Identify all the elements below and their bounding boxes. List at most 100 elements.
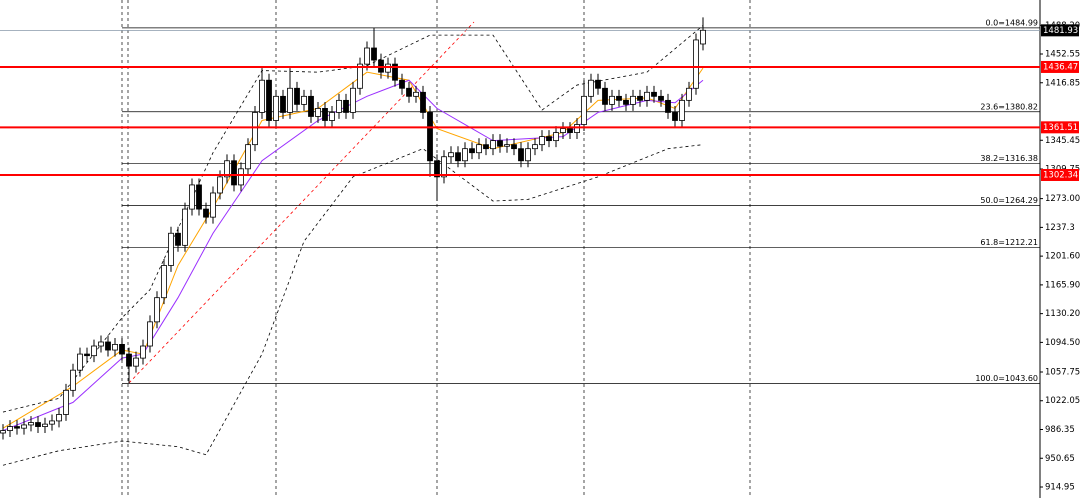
fib-label: 23.6=1380.82 [980, 102, 1038, 111]
candle-body [469, 148, 475, 154]
candle-body [0, 430, 6, 434]
candle-body [672, 112, 678, 121]
candle-body [490, 140, 496, 150]
y-tick-label: 1273.00 [1045, 194, 1080, 204]
candle-body [448, 152, 454, 158]
candle-body [63, 389, 69, 415]
candle-body [644, 91, 650, 101]
candle-body [287, 87, 293, 113]
candle-body [693, 39, 699, 89]
fib-label: 100.0=1043.60 [975, 374, 1038, 383]
candle-body [329, 112, 335, 121]
y-tick-label: 1416.85 [1045, 78, 1080, 88]
candle-body [322, 108, 328, 121]
candle-body [630, 95, 636, 105]
candle-body [161, 265, 167, 299]
y-tick-label: 914.95 [1045, 483, 1075, 493]
y-tick-label: 1057.75 [1045, 367, 1080, 377]
candle-body [98, 341, 104, 347]
candle-body [245, 144, 251, 170]
y-tick-label: 1094.50 [1045, 338, 1080, 348]
candle-body [602, 87, 608, 105]
y-tick-label: 950.65 [1045, 454, 1075, 464]
candle-body [273, 95, 279, 121]
candle-body [532, 144, 538, 150]
price-tag [1041, 24, 1079, 37]
candle-body [686, 87, 692, 101]
candle-body [238, 168, 244, 186]
candle-body [385, 63, 391, 73]
candle-body [147, 321, 153, 347]
candle-body [476, 144, 482, 154]
y-tick-label: 1345.45 [1045, 136, 1080, 146]
candle-body [427, 112, 433, 162]
candle-body [35, 422, 41, 427]
candle-body [399, 79, 405, 89]
candle-body [154, 297, 160, 323]
y-tick-label: 1201.60 [1045, 252, 1080, 262]
y-tick-label: 986.35 [1045, 425, 1075, 435]
candle-body [511, 144, 517, 150]
indicator-line [2, 67, 704, 429]
candle-body [371, 47, 377, 61]
candle-body [518, 148, 524, 162]
candle-body [364, 47, 370, 65]
candle-body [196, 184, 202, 210]
candle-body [189, 184, 195, 210]
fib-label: 50.0=1264.29 [980, 196, 1038, 205]
indicator-line [2, 79, 704, 432]
candle-body [77, 353, 83, 371]
candle-body [441, 156, 447, 178]
candle-body [574, 124, 580, 133]
level-tag [1041, 168, 1079, 181]
candle-body [84, 353, 90, 357]
candle-body [595, 79, 601, 89]
candle-body [168, 232, 174, 266]
candle-body [462, 148, 468, 162]
candle-body [392, 63, 398, 81]
level-tag [1041, 121, 1079, 134]
level-label: 1302.34 [1043, 170, 1078, 180]
candle-body [308, 95, 314, 117]
candle-body [42, 423, 48, 427]
candle-body [182, 208, 188, 246]
candle-body [483, 144, 489, 150]
candle-body [700, 29, 706, 45]
candle-body [336, 99, 342, 113]
candle-body [126, 353, 132, 367]
candle-body [560, 128, 566, 133]
y-tick-label: 1237.3 [1045, 223, 1075, 233]
candle-body [420, 91, 426, 113]
candle-body [140, 345, 146, 359]
candle-body [105, 341, 111, 351]
candle-body [252, 112, 258, 146]
current-price-label: 1481.93 [1043, 26, 1078, 36]
y-tick-label: 1130.20 [1045, 309, 1080, 319]
time-grid [127, 0, 751, 498]
candle-body [315, 108, 321, 117]
indicator-line [2, 144, 704, 466]
candle-body [567, 128, 573, 133]
candle-body [7, 426, 13, 431]
candle-body [679, 99, 685, 121]
candle-body [658, 95, 664, 101]
candle-body [70, 369, 76, 391]
candle-body [525, 148, 531, 162]
candle-body [343, 99, 349, 113]
level-tag [1041, 60, 1079, 73]
candle-body [609, 95, 615, 105]
candle-body [28, 422, 34, 426]
candle-body [616, 95, 622, 101]
candle-body [406, 87, 412, 97]
candle-body [266, 79, 272, 121]
candle-body [21, 424, 27, 429]
candle-body [280, 95, 286, 113]
candle-body [350, 87, 356, 113]
candle-body [91, 345, 97, 357]
fib-label: 38.2=1316.38 [980, 154, 1038, 163]
candle-body [294, 87, 300, 105]
candle-body [357, 63, 363, 89]
candle-body [413, 91, 419, 97]
candle-body [56, 414, 62, 422]
